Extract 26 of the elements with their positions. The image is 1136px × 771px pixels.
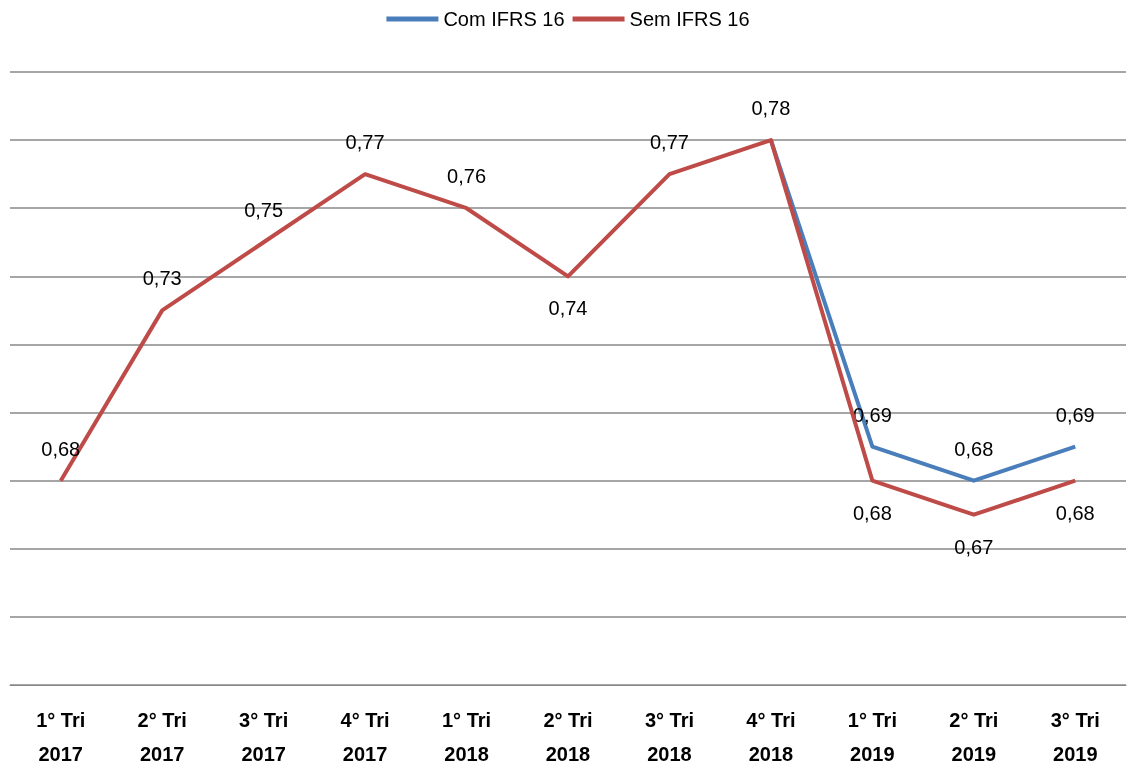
data-label: 0,76 (447, 165, 487, 188)
x-tick-label: 1° Tri 2017 (36, 709, 86, 765)
data-label: 0,68 (954, 437, 994, 460)
data-label: 0,77 (345, 131, 385, 154)
data-label: 0,78 (751, 97, 791, 120)
x-tick-label: 3° Tri 2018 (644, 709, 695, 765)
x-tick-label: 2° Tri 2019 (949, 709, 999, 765)
x-tick-label: 2° Tri 2018 (543, 709, 593, 765)
legend-label: Sem IFRS 16 (629, 8, 750, 30)
data-label: 0,75 (244, 199, 284, 222)
data-label: 0,77 (649, 131, 689, 154)
data-label: 0,68 (1055, 501, 1095, 524)
data-label: 0,73 (142, 267, 182, 290)
legend-label: Com IFRS 16 (443, 8, 565, 30)
x-tick-label: 1° Tri 2018 (441, 709, 492, 765)
data-label: 0,74 (548, 297, 588, 320)
data-label: 0,68 (852, 501, 892, 524)
x-tick-label: 2° Tri 2017 (137, 709, 187, 765)
x-tick-label: 4° Tri 2018 (746, 709, 796, 765)
data-label: 0,67 (954, 535, 994, 558)
x-tick-label: 3° Tri 2019 (1050, 709, 1100, 765)
data-label: 0,69 (1055, 403, 1095, 426)
x-tick-label: 3° Tri 2017 (239, 709, 289, 765)
x-tick-label: 1° Tri 2019 (847, 709, 897, 765)
x-tick-label: 4° Tri 2017 (340, 709, 390, 765)
data-label: 0,68 (41, 437, 81, 460)
